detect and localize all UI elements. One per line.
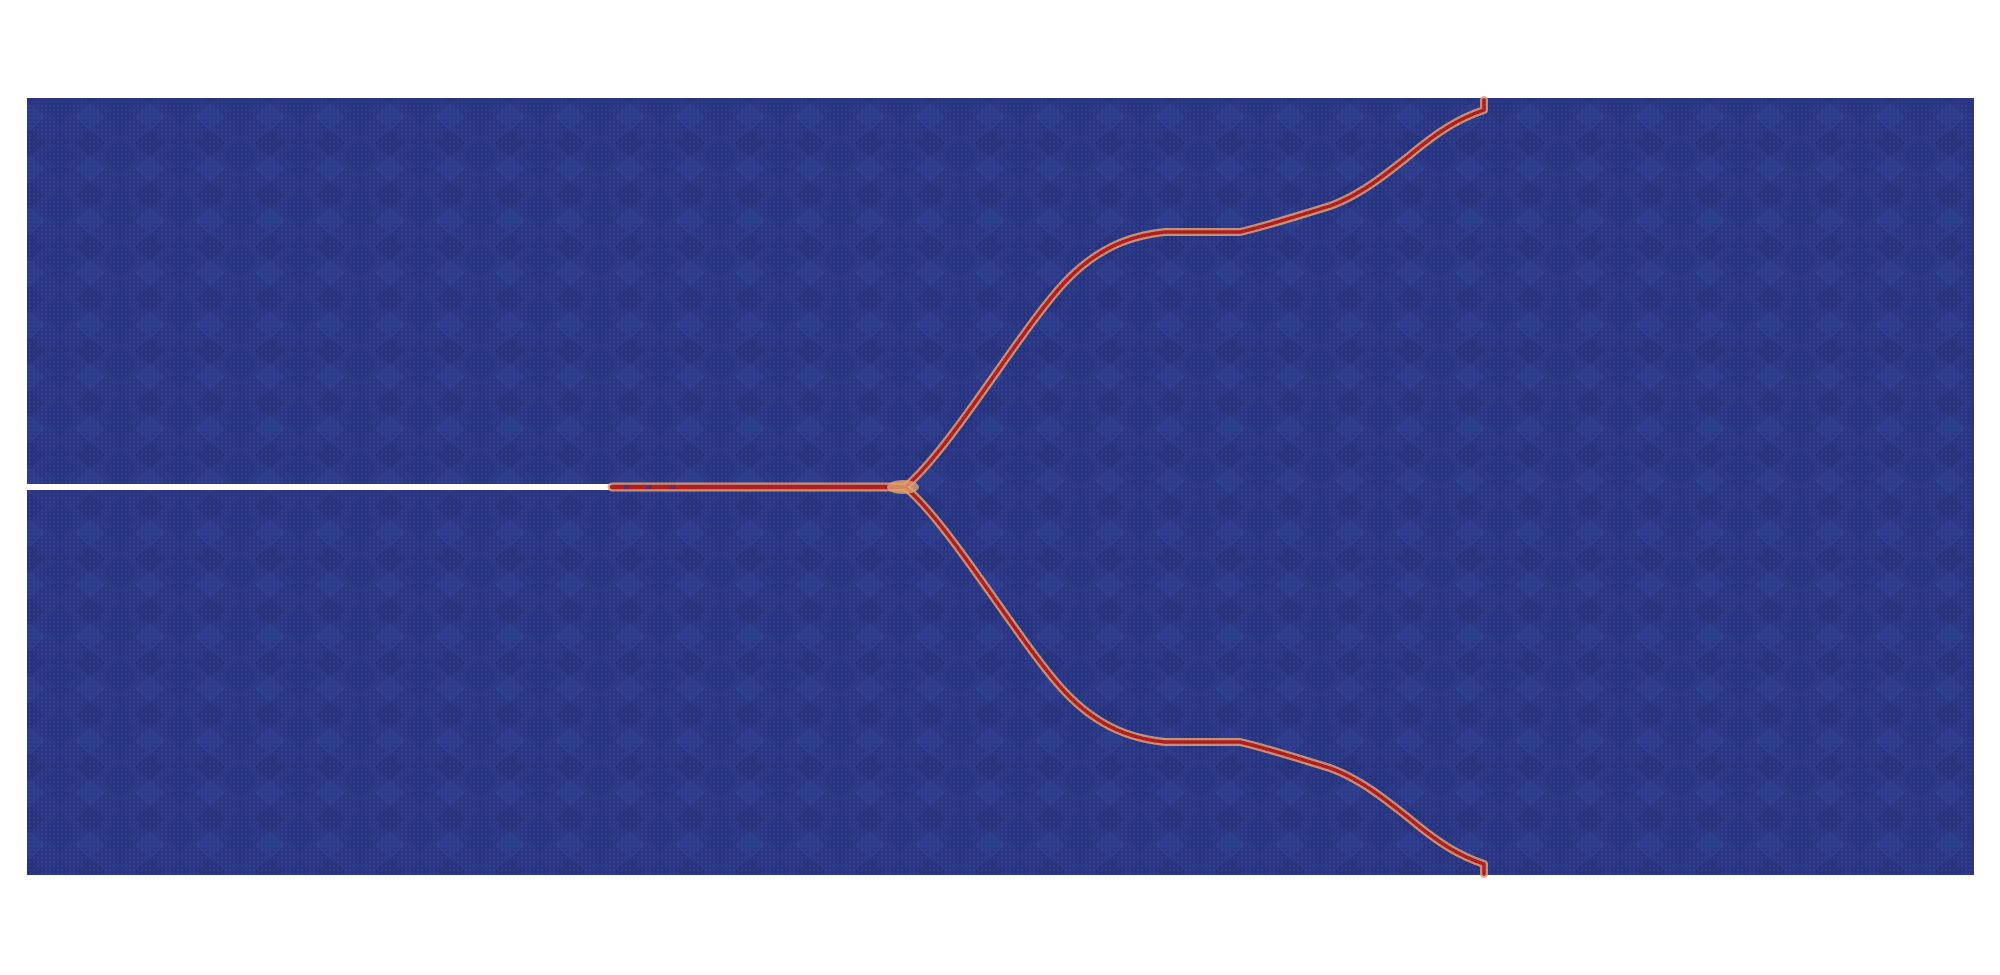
notch-tip-fragment <box>614 485 620 489</box>
notch-tip-fragment <box>624 485 630 489</box>
notch-tip-fragment <box>646 485 652 489</box>
notch-tip-fragment <box>658 485 664 489</box>
branch-junction <box>887 480 919 494</box>
notch-tip-fragment <box>670 485 676 489</box>
notch-tip-fragment <box>634 485 640 489</box>
pre-crack-notch <box>27 484 612 490</box>
